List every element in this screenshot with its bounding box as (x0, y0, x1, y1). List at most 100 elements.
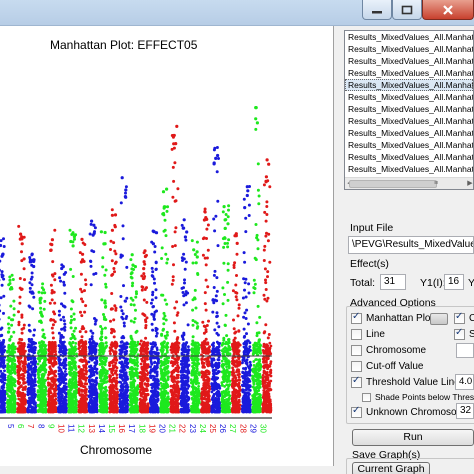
data-point (77, 405, 81, 408)
minimize-button[interactable] (362, 0, 392, 20)
data-point (49, 283, 53, 287)
data-point (57, 393, 61, 397)
data-point (10, 357, 14, 361)
data-point (124, 191, 127, 195)
data-point (58, 339, 62, 343)
data-point (30, 349, 34, 353)
data-point (37, 384, 41, 388)
data-point (54, 383, 58, 386)
data-point (63, 291, 67, 295)
data-point (18, 394, 22, 397)
data-point (72, 329, 76, 333)
data-point (62, 280, 66, 284)
data-point (42, 410, 45, 413)
data-point (74, 407, 77, 411)
data-point (23, 370, 27, 374)
data-point (146, 377, 150, 381)
data-point (130, 337, 134, 341)
data-point (69, 404, 72, 408)
data-point (0, 410, 4, 414)
data-point (151, 242, 155, 246)
data-point (121, 377, 124, 381)
data-point (110, 368, 113, 371)
data-point (9, 378, 13, 382)
data-point (68, 350, 72, 354)
data-point (13, 409, 17, 413)
data-point (63, 348, 67, 352)
data-point (166, 370, 170, 373)
data-point (20, 373, 23, 377)
data-point (20, 342, 24, 346)
data-point (23, 278, 26, 282)
data-point (52, 410, 56, 414)
maximize-button[interactable] (392, 0, 422, 20)
data-point (85, 370, 89, 374)
data-point (122, 324, 126, 328)
data-point (120, 309, 124, 313)
data-point (105, 380, 109, 383)
data-point (6, 362, 10, 366)
data-point (42, 403, 45, 407)
data-point (133, 317, 137, 321)
data-point (134, 308, 137, 312)
data-point (0, 318, 1, 321)
data-point (54, 388, 58, 392)
data-point (129, 410, 133, 414)
data-point (143, 387, 147, 391)
data-point (139, 388, 143, 392)
data-point (135, 370, 138, 374)
data-point (93, 317, 96, 320)
data-point (2, 386, 6, 389)
data-point (22, 235, 26, 239)
data-point (90, 337, 94, 341)
data-point (157, 357, 161, 361)
data-point (95, 400, 98, 403)
data-point (27, 337, 31, 341)
data-point (121, 317, 125, 321)
data-point (31, 373, 35, 376)
data-point (71, 244, 75, 248)
chromosome-points (77, 237, 89, 414)
data-point (153, 310, 157, 314)
data-point (0, 275, 4, 279)
data-point (115, 344, 118, 348)
data-point (108, 402, 112, 406)
data-point (73, 237, 76, 241)
data-point (115, 387, 119, 391)
data-point (85, 382, 88, 386)
data-point (24, 349, 27, 353)
data-point (114, 371, 118, 374)
data-point (151, 229, 155, 233)
data-point (83, 243, 87, 246)
data-point (47, 405, 51, 409)
data-point (28, 286, 32, 290)
data-point (118, 389, 122, 392)
data-point (139, 339, 143, 343)
data-point (104, 318, 108, 322)
data-point (149, 365, 153, 369)
data-point (129, 275, 133, 279)
data-point (0, 339, 1, 343)
close-button[interactable] (422, 0, 474, 20)
data-point (44, 393, 48, 396)
data-point (114, 380, 118, 384)
data-point (61, 390, 64, 394)
data-point (17, 381, 20, 385)
data-point (141, 312, 145, 316)
data-point (122, 321, 126, 325)
data-point (149, 357, 153, 361)
data-point (41, 335, 45, 338)
data-point (72, 392, 75, 396)
data-point (52, 318, 55, 322)
data-point (143, 262, 147, 266)
data-point (47, 349, 51, 353)
data-point (73, 345, 77, 348)
data-point (67, 388, 71, 392)
data-point (152, 313, 156, 317)
data-point (132, 343, 135, 347)
data-point (103, 363, 107, 367)
data-point (101, 350, 105, 354)
data-point (118, 375, 122, 379)
data-point (118, 380, 122, 384)
